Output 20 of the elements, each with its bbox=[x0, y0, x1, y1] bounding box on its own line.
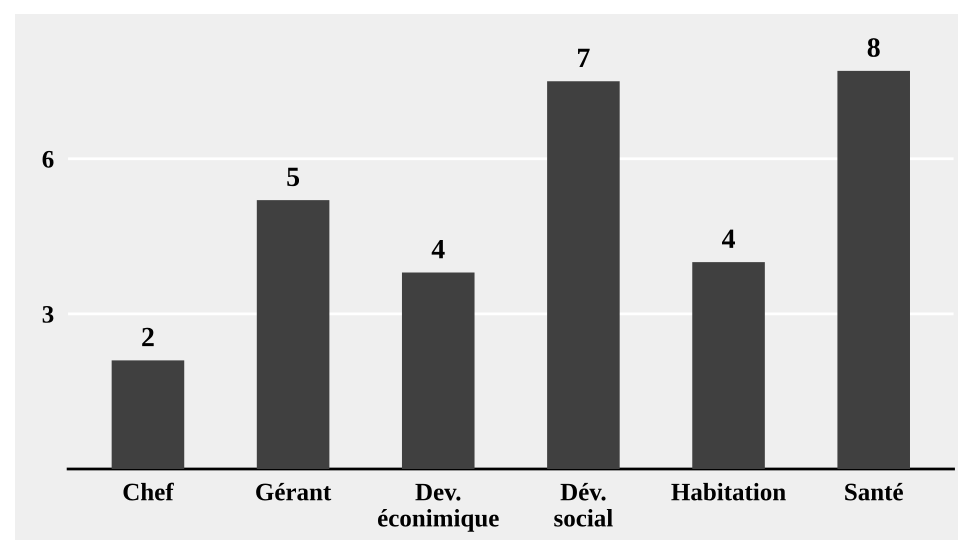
bar bbox=[402, 272, 475, 469]
bar bbox=[112, 360, 184, 469]
data-label: 4 bbox=[722, 230, 735, 248]
bar bbox=[256, 200, 330, 469]
data-label: 8 bbox=[868, 38, 880, 57]
bar bbox=[692, 262, 765, 469]
y-tick-label: 6 bbox=[42, 150, 54, 168]
x-tick-label: Dév. social bbox=[554, 482, 613, 527]
data-label: 4 bbox=[432, 240, 445, 258]
bar bbox=[547, 81, 620, 469]
data-label: 7 bbox=[578, 48, 590, 67]
x-tick-label: Dev. éconimique bbox=[378, 484, 499, 532]
x-tick-label: Habitation bbox=[671, 482, 786, 500]
x-tick-label: Santé bbox=[845, 482, 903, 500]
bar bbox=[837, 70, 910, 469]
data-label: 2 bbox=[142, 328, 154, 346]
x-tick-label: Gérant bbox=[256, 482, 332, 500]
x-tick-label: Chef bbox=[123, 482, 174, 500]
data-label: 5 bbox=[287, 168, 300, 186]
y-tick-label: 3 bbox=[42, 306, 54, 323]
